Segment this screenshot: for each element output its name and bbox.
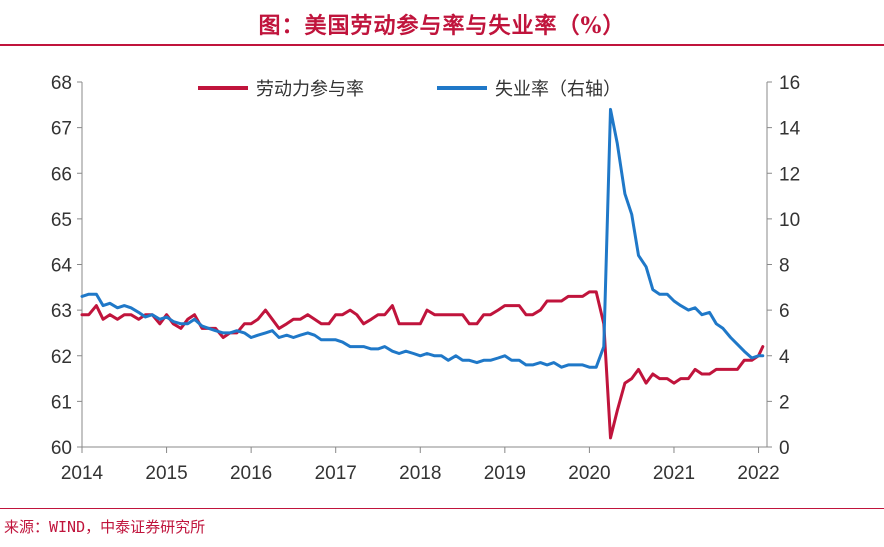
title-divider: [0, 44, 884, 46]
y-left-tick-label: 67: [51, 119, 72, 140]
x-tick-label: 2017: [315, 463, 357, 484]
y-left-tick-label: 65: [51, 210, 72, 231]
y-right-tick-label: 10: [779, 210, 800, 231]
footer-divider: [0, 508, 884, 509]
y-left-tick-label: 60: [51, 438, 72, 459]
y-left-tick-label: 63: [51, 301, 72, 322]
y-right-tick-label: 16: [779, 73, 800, 94]
x-tick-label: 2022: [737, 463, 779, 484]
title-bar: 图：美国劳动参与率与失业率（%）: [0, 0, 884, 44]
y-right-tick-label: 6: [779, 301, 790, 322]
x-tick-label: 2018: [399, 463, 441, 484]
x-tick-label: 2015: [145, 463, 187, 484]
legend-label: 劳动力参与率: [256, 79, 364, 100]
series-line-lfpr: [80, 290, 765, 440]
source-note: 来源：WIND，中泰证券研究所: [4, 518, 206, 536]
y-right-tick-label: 8: [779, 256, 790, 277]
y-left-tick-label: 62: [51, 347, 72, 368]
y-left-tick-label: 64: [51, 256, 73, 277]
y-right-tick-label: 4: [779, 347, 790, 368]
chart-title: 图：美国劳动参与率与失业率（%）: [258, 13, 626, 39]
x-tick-label: 2019: [484, 463, 526, 484]
y-right-tick-label: 2: [779, 392, 790, 413]
y-right-tick-label: 0: [779, 438, 790, 459]
y-left-tick-label: 68: [51, 73, 72, 94]
x-tick-label: 2016: [230, 463, 272, 484]
x-tick-label: 2020: [568, 463, 610, 484]
x-tick-label: 2021: [653, 463, 695, 484]
y-right-tick-label: 14: [779, 119, 801, 140]
y-left-tick-label: 66: [51, 164, 72, 185]
y-left-tick-label: 61: [51, 392, 72, 413]
series-line-unemployment: [80, 107, 765, 369]
chart-series: [80, 107, 765, 440]
chart-legend: 劳动力参与率 失业率（右轴）: [198, 79, 621, 100]
x-tick-label: 2014: [61, 463, 104, 484]
y-right-tick-label: 12: [779, 164, 800, 185]
legend-label: 失业率（右轴）: [495, 79, 621, 100]
